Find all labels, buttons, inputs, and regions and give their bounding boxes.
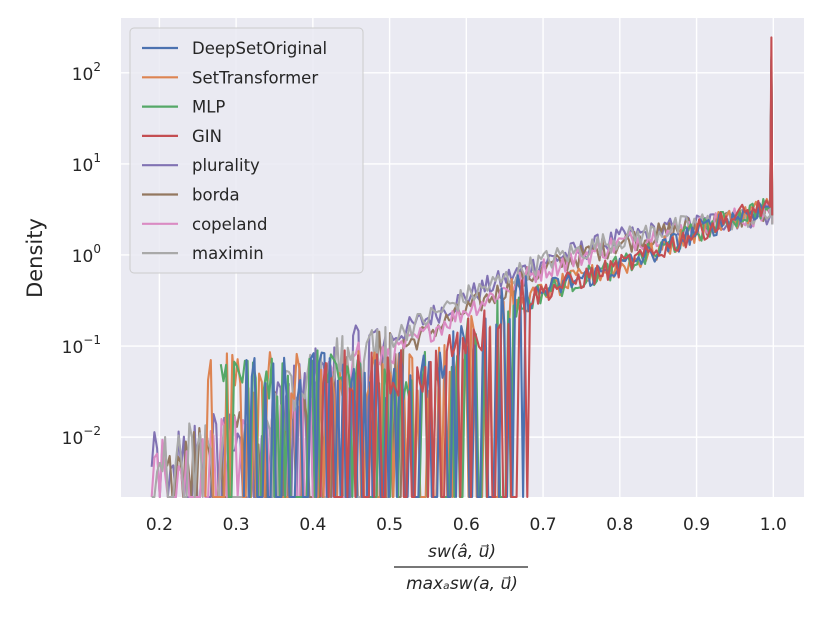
- legend-label: GIN: [192, 127, 222, 146]
- x-tick-label: 0.8: [606, 515, 633, 535]
- series-layer: [150, 36, 774, 499]
- x-tick-label: 0.2: [146, 515, 173, 535]
- legend-label: copeland: [192, 215, 267, 234]
- x-tick-label: 0.9: [683, 515, 710, 535]
- legend-label: DeepSetOriginal: [192, 39, 327, 58]
- x-tick-label: 0.5: [376, 515, 403, 535]
- x-axis-label-denominator: maxₐsw(a, u⃗): [406, 574, 518, 594]
- y-tick-label: 10−1: [62, 333, 101, 358]
- x-axis-ticks: 0.2 0.3 0.4 0.5 0.6 0.7 0.8 0.9 1.0: [146, 515, 787, 535]
- y-tick-label: 10−2: [62, 424, 101, 449]
- legend: DeepSetOriginal SetTransformer MLP GIN plura…: [129, 27, 364, 274]
- x-tick-label: 1.0: [760, 515, 787, 535]
- legend-label: SetTransformer: [192, 68, 318, 87]
- legend-label: maximin: [192, 244, 264, 263]
- y-axis-ticks: 102 101 100 10−1 10−2: [62, 60, 101, 449]
- x-tick-label: 0.4: [299, 515, 326, 535]
- y-tick-label: 102: [72, 60, 101, 85]
- x-axis-label-numerator: sw(â, u⃗): [428, 542, 496, 562]
- y-axis-label: Density: [23, 218, 47, 298]
- x-tick-label: 0.6: [453, 515, 480, 535]
- y-tick-label: 101: [72, 151, 101, 176]
- legend-label: borda: [192, 186, 240, 205]
- legend-label: plurality: [192, 156, 260, 175]
- x-tick-label: 0.3: [223, 515, 250, 535]
- y-tick-label: 100: [72, 242, 101, 267]
- legend-label: MLP: [192, 98, 225, 117]
- series-line-GIN: [319, 36, 774, 499]
- legend-box: [129, 27, 364, 274]
- x-tick-label: 0.7: [530, 515, 557, 535]
